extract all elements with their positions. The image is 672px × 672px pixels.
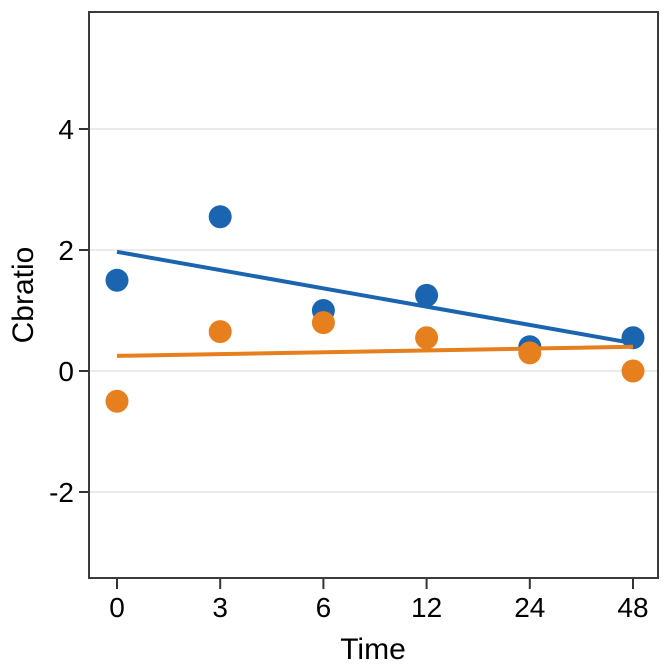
data-point-group-orange bbox=[105, 389, 129, 413]
y-tick-label: 4 bbox=[58, 114, 74, 145]
data-point-group-orange bbox=[518, 341, 542, 365]
y-tick-label: -2 bbox=[49, 477, 74, 508]
x-tick-label: 12 bbox=[411, 592, 442, 623]
data-point-group-blue bbox=[415, 283, 439, 307]
y-tick-label: 2 bbox=[58, 235, 74, 266]
x-tick-label: 48 bbox=[617, 592, 648, 623]
y-axis-title: Cbratio bbox=[7, 247, 40, 344]
trend-line-group-blue bbox=[116, 249, 634, 346]
data-point-group-orange bbox=[415, 326, 439, 350]
x-tick-label: 0 bbox=[109, 592, 125, 623]
data-point-group-blue bbox=[208, 205, 232, 229]
x-tick-label: 24 bbox=[514, 592, 545, 623]
data-point-group-orange bbox=[621, 359, 645, 383]
y-tick-label: 0 bbox=[58, 356, 74, 387]
x-axis-title: Time bbox=[340, 633, 406, 666]
trend-line-group-orange bbox=[116, 344, 634, 358]
x-tick-label: 6 bbox=[316, 592, 332, 623]
panel-border bbox=[88, 11, 659, 579]
panel-background bbox=[89, 12, 658, 578]
data-point-group-orange bbox=[311, 311, 335, 335]
data-point-group-orange bbox=[208, 320, 232, 344]
data-point-group-blue bbox=[105, 268, 129, 292]
x-tick-label: 3 bbox=[212, 592, 228, 623]
